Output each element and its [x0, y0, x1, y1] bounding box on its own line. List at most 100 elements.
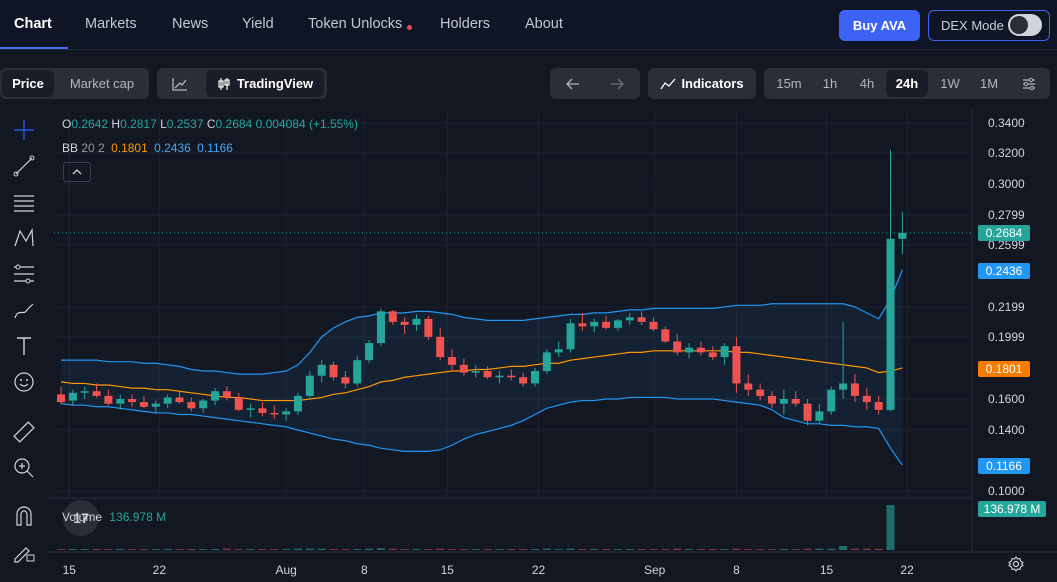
- volume-bar: [305, 548, 314, 550]
- zoom-tool[interactable]: [10, 454, 38, 482]
- candle-body: [661, 329, 670, 342]
- open-value: 0.2642: [71, 117, 109, 131]
- line-chart-button[interactable]: [163, 68, 197, 99]
- candle-body: [353, 360, 362, 384]
- volume-bar: [554, 549, 563, 550]
- volume-bar: [673, 548, 682, 550]
- timeframe-15m[interactable]: 15m: [776, 76, 802, 91]
- volume-bar: [317, 548, 326, 550]
- lock-drawings-tool[interactable]: [10, 538, 38, 566]
- dex-mode-toggle[interactable]: [1008, 14, 1042, 36]
- candle-body: [270, 412, 279, 415]
- pattern-tool[interactable]: [10, 224, 38, 252]
- timeframe-1m[interactable]: 1M: [979, 76, 999, 91]
- volume-bar: [128, 549, 137, 550]
- candle-body: [448, 357, 457, 365]
- marketcap-button[interactable]: Market cap: [69, 76, 135, 91]
- price-button[interactable]: Price: [2, 70, 54, 97]
- candle-body: [258, 408, 267, 413]
- candle-body: [578, 323, 587, 327]
- back-button[interactable]: [556, 68, 590, 99]
- candle-body: [625, 317, 634, 321]
- volume-bar: [104, 549, 113, 550]
- bb-lower-value: 0.1166: [197, 141, 233, 155]
- bb-lower-tag: 0.1166: [978, 458, 1030, 474]
- tradingview-button[interactable]: TradingView: [206, 70, 324, 97]
- crosshair-tool[interactable]: [10, 116, 38, 144]
- volume-bar: [234, 549, 243, 550]
- candle-body: [459, 364, 468, 373]
- volume-bar: [649, 549, 658, 550]
- forward-button[interactable]: [600, 68, 634, 99]
- gear-icon[interactable]: [1008, 556, 1024, 572]
- candle-body: [68, 392, 77, 401]
- fib-tool[interactable]: [10, 260, 38, 288]
- timeframe-1h[interactable]: 1h: [822, 76, 838, 91]
- buy-button[interactable]: Buy AVA: [839, 10, 920, 41]
- collapse-legend-button[interactable]: [63, 162, 91, 182]
- smiley-icon: [14, 372, 34, 392]
- volume-bar: [175, 549, 184, 550]
- magnet-icon: [16, 506, 32, 526]
- bb-upper-tag: 0.2436: [978, 263, 1030, 279]
- volume-bar: [531, 549, 539, 550]
- price-axis-tick: 0.3400: [988, 116, 1025, 130]
- bb-upper-line: [61, 269, 903, 375]
- tab-holders[interactable]: Holders: [440, 16, 490, 32]
- candle-body: [732, 346, 741, 384]
- volume-bar: [365, 548, 374, 550]
- volume-bar: [566, 548, 575, 550]
- dex-mode-button[interactable]: DEX Mode: [928, 10, 1050, 41]
- tab-chart[interactable]: Chart: [14, 16, 52, 32]
- price-axis-tick: 0.1000: [988, 484, 1025, 498]
- candle-body: [412, 318, 421, 325]
- indicators-button[interactable]: Indicators: [648, 68, 756, 99]
- tab-yield[interactable]: Yield: [242, 16, 274, 32]
- arrow-left-icon: [566, 78, 579, 89]
- text-tool[interactable]: [10, 332, 38, 360]
- line-chart-icon: [172, 77, 187, 91]
- bb-lower-line: [60, 396, 903, 466]
- tab-news[interactable]: News: [172, 16, 209, 32]
- timeframe-1w[interactable]: 1W: [940, 76, 960, 91]
- horizontal-lines-icon: [14, 195, 34, 212]
- volume-bar: [696, 549, 705, 550]
- candle-body: [554, 349, 563, 353]
- candle-body: [305, 375, 314, 396]
- tab-token-unlocks[interactable]: Token Unlocks: [308, 16, 403, 32]
- chart-settings-button[interactable]: [1014, 68, 1044, 99]
- candle-body: [827, 389, 836, 412]
- horizontal-lines-tool[interactable]: [10, 188, 38, 216]
- tab-markets[interactable]: Markets: [85, 16, 137, 32]
- tradingview-logo[interactable]: 17: [63, 500, 99, 536]
- volume-bar: [388, 548, 397, 550]
- brush-tool[interactable]: [10, 296, 38, 324]
- volume-bar: [507, 549, 516, 550]
- candle-body: [649, 321, 658, 330]
- candle-body: [92, 391, 101, 396]
- magnet-tool[interactable]: [10, 502, 38, 530]
- ruler-tool[interactable]: [10, 418, 38, 446]
- last-price-tag: 0.2684: [978, 225, 1030, 241]
- candle-body: [613, 320, 622, 328]
- candle-body: [542, 352, 551, 372]
- candle-body: [590, 321, 599, 327]
- timeframe-4h[interactable]: 4h: [859, 76, 875, 91]
- emoji-tool[interactable]: [10, 368, 38, 396]
- candle-body: [436, 336, 445, 358]
- candle-body: [104, 395, 113, 404]
- candle-body: [139, 402, 148, 407]
- drawing-toolbar: [0, 110, 48, 582]
- volume-bar: [448, 549, 457, 550]
- candle-body: [199, 400, 208, 409]
- tab-about[interactable]: About: [525, 16, 563, 32]
- volume-bar: [139, 549, 148, 550]
- candle-body: [471, 371, 480, 373]
- trendline-tool[interactable]: [10, 152, 38, 180]
- timeframe-24h[interactable]: 24h: [886, 70, 928, 97]
- candle-body: [329, 364, 338, 378]
- candle-body: [175, 397, 184, 403]
- dex-mode-label: DEX Mode: [941, 18, 1004, 33]
- crosshair-icon: [14, 120, 34, 140]
- volume-bar: [685, 549, 694, 550]
